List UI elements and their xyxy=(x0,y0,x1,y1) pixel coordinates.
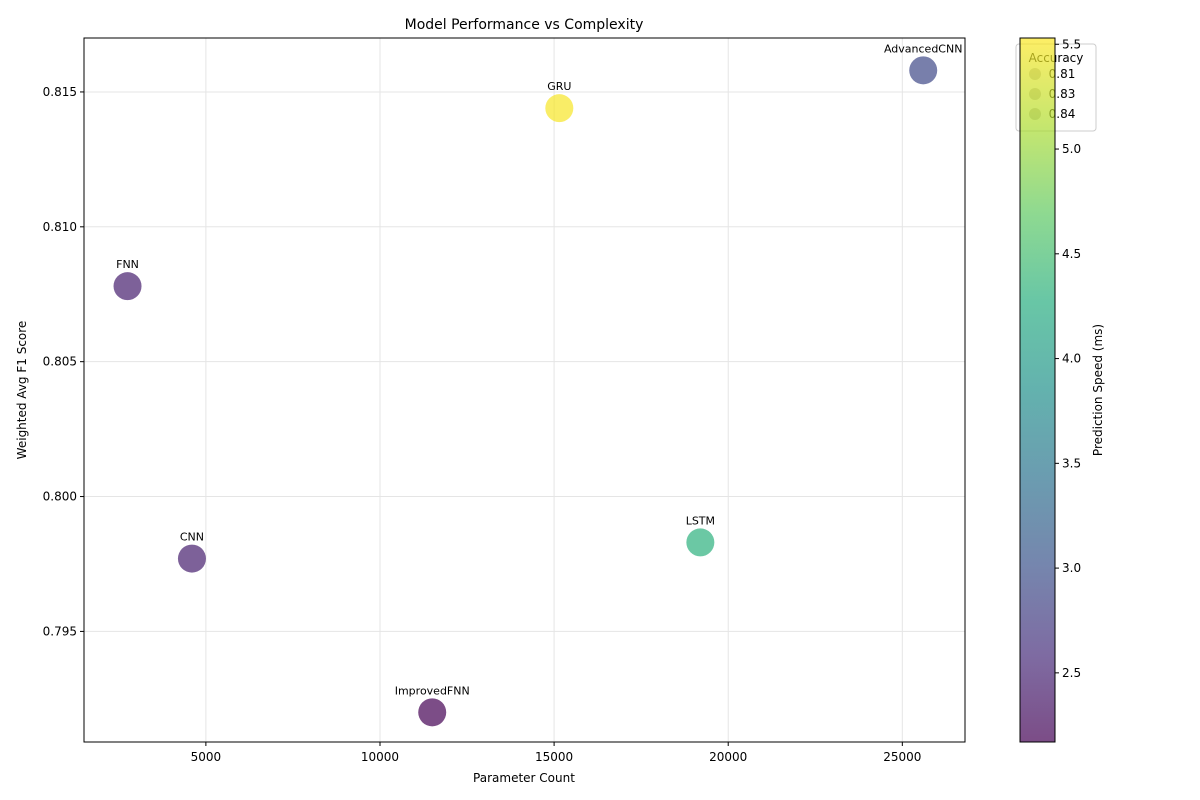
plot-frame xyxy=(83,37,966,743)
colorbar-tick-label: 3.0 xyxy=(1062,561,1081,575)
scatter-point xyxy=(686,528,715,557)
y-tick-label: 0.810 xyxy=(43,220,77,234)
x-tick-label: 10000 xyxy=(361,750,399,764)
y-axis-label: Weighted Avg F1 Score xyxy=(15,321,29,460)
x-axis-ticks: 5000 10000 15000 20000 25000 xyxy=(191,742,921,764)
x-tick-label: 20000 xyxy=(709,750,747,764)
y-tick-label: 0.795 xyxy=(43,624,77,638)
grid xyxy=(84,38,965,742)
colorbar-label: Prediction Speed (ms) xyxy=(1091,324,1105,456)
colorbar-gradient xyxy=(1020,38,1055,742)
colorbar: 2.5 3.0 3.5 4.0 4.5 5.0 5.5 Prediction Speed (… xyxy=(1019,37,1105,743)
scatter-point xyxy=(545,94,574,123)
point-label: AdvancedCNN xyxy=(884,42,962,55)
point-labels: FNN CNN ImprovedFNN GRU LSTM AdvancedCNN xyxy=(116,42,962,697)
point-label: CNN xyxy=(180,531,204,544)
scatter-point xyxy=(909,56,938,85)
colorbar-tick-label: 5.5 xyxy=(1062,37,1081,51)
colorbar-tick-label: 5.0 xyxy=(1062,142,1081,156)
y-tick-label: 0.805 xyxy=(43,355,77,369)
scatter-point xyxy=(177,544,206,573)
point-label: FNN xyxy=(116,258,139,271)
x-tick-label: 25000 xyxy=(883,750,921,764)
point-label: ImprovedFNN xyxy=(395,684,470,697)
colorbar-ticks: 2.5 3.0 3.5 4.0 4.5 5.0 5.5 xyxy=(1055,37,1081,680)
chart-title: Model Performance vs Complexity xyxy=(405,17,644,33)
colorbar-frame xyxy=(1019,37,1056,743)
y-tick-label: 0.800 xyxy=(43,490,77,504)
x-tick-label: 15000 xyxy=(535,750,573,764)
scatter-points xyxy=(113,56,938,727)
y-tick-label: 0.815 xyxy=(43,85,77,99)
x-axis-label: Parameter Count xyxy=(473,771,575,785)
x-tick-label: 5000 xyxy=(191,750,222,764)
colorbar-tick-label: 3.5 xyxy=(1062,456,1081,470)
scatter-point xyxy=(418,698,447,727)
point-label: GRU xyxy=(547,80,571,93)
y-axis-ticks: 0.795 0.800 0.805 0.810 0.815 xyxy=(43,85,84,638)
point-label: LSTM xyxy=(686,514,715,527)
scatter-point xyxy=(113,272,142,301)
colorbar-tick-label: 4.0 xyxy=(1062,352,1081,366)
colorbar-tick-label: 2.5 xyxy=(1062,666,1081,680)
colorbar-tick-label: 4.5 xyxy=(1062,247,1081,261)
